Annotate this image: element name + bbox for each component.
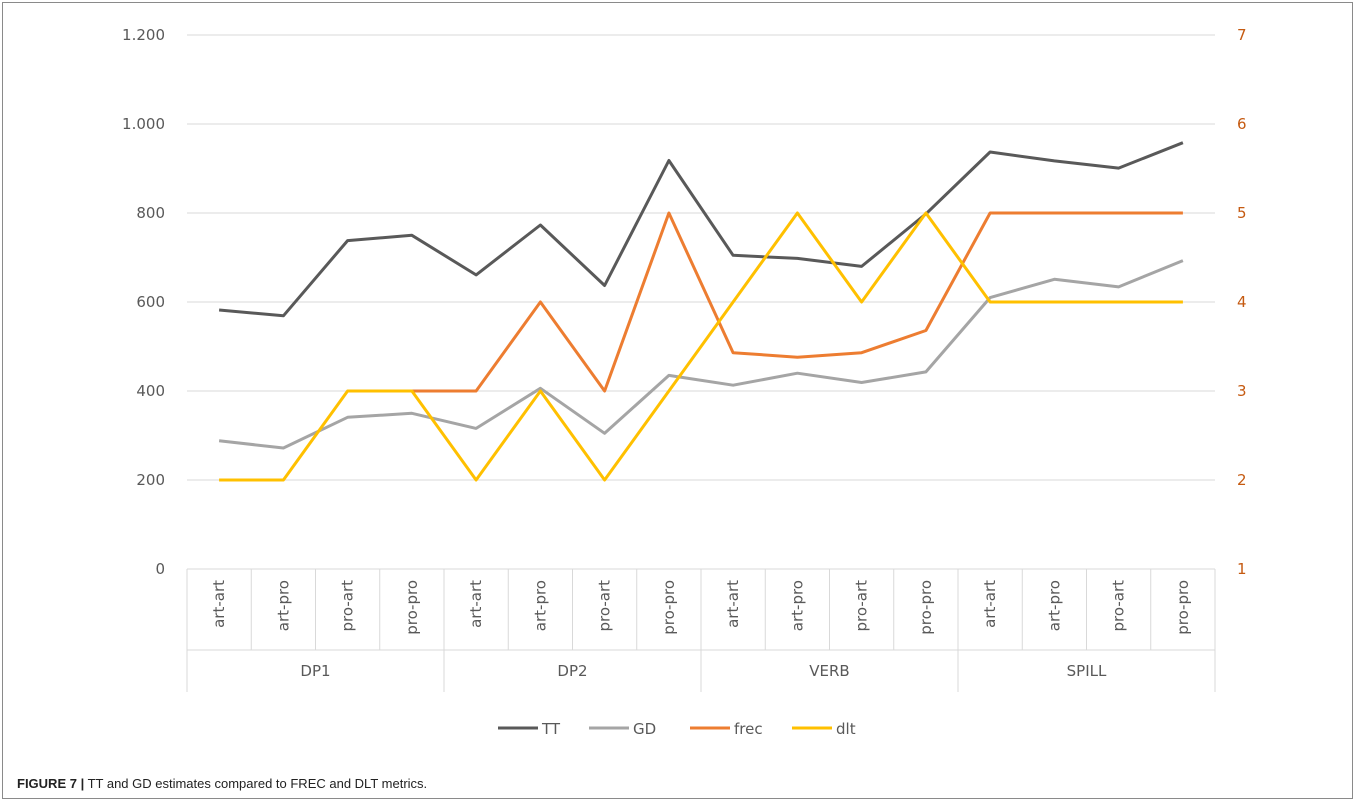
series-line-frec	[411, 211, 1183, 393]
series-line-dlt	[219, 211, 1183, 482]
y-left-tick-label: 0	[155, 560, 165, 578]
x-category-label: pro-art	[339, 580, 357, 632]
y-left-tick-label: 400	[136, 382, 165, 400]
y-left-tick-label: 1.200	[122, 26, 165, 44]
figure-caption: FIGURE 7 | TT and GD estimates compared …	[17, 776, 427, 791]
caption-label: FIGURE 7 |	[17, 776, 85, 791]
x-category-label: art-art	[210, 580, 228, 628]
x-category-label: art-pro	[274, 580, 292, 631]
y-left-tick-label: 1.000	[122, 115, 165, 133]
legend-label-GD: GD	[633, 720, 656, 738]
x-category-label: art-pro	[531, 580, 549, 631]
legend-label-frec: frec	[734, 720, 763, 738]
x-category-label: art-pro	[788, 580, 806, 631]
y-right-tick-label: 6	[1237, 115, 1247, 133]
x-category-label: art-art	[724, 580, 742, 628]
x-category-label: pro-art	[596, 580, 614, 632]
x-category-label: art-pro	[1045, 580, 1063, 631]
x-category-label: pro-art	[853, 580, 871, 632]
y-left-tick-label: 600	[136, 293, 165, 311]
y-left-tick-label: 800	[136, 204, 165, 222]
x-category-label: pro-pro	[917, 580, 935, 635]
x-group-label: DP2	[557, 662, 587, 680]
x-category-label: pro-pro	[403, 580, 421, 635]
y-right-tick-label: 5	[1237, 204, 1247, 222]
x-group-label: VERB	[809, 662, 849, 680]
legend-label-dlt: dlt	[836, 720, 856, 738]
y-right-tick-label: 7	[1237, 26, 1247, 44]
x-category-label: art-art	[467, 580, 485, 628]
y-right-tick-label: 4	[1237, 293, 1247, 311]
caption-text: TT and GD estimates compared to FREC and…	[84, 776, 428, 791]
y-right-tick-label: 2	[1237, 471, 1247, 489]
x-group-label: SPILL	[1067, 662, 1107, 680]
y-right-tick-label: 1	[1237, 560, 1247, 578]
y-left-tick-label: 200	[136, 471, 165, 489]
series-line-TT	[218, 141, 1184, 318]
x-category-label: pro-art	[1110, 580, 1128, 632]
x-category-label: pro-pro	[660, 580, 678, 635]
x-category-label: pro-pro	[1174, 580, 1192, 635]
x-category-label: art-art	[981, 580, 999, 628]
y-right-tick-label: 3	[1237, 382, 1247, 400]
series-line-GD	[218, 259, 1184, 450]
x-group-label: DP1	[300, 662, 330, 680]
legend-label-TT: TT	[541, 720, 561, 738]
